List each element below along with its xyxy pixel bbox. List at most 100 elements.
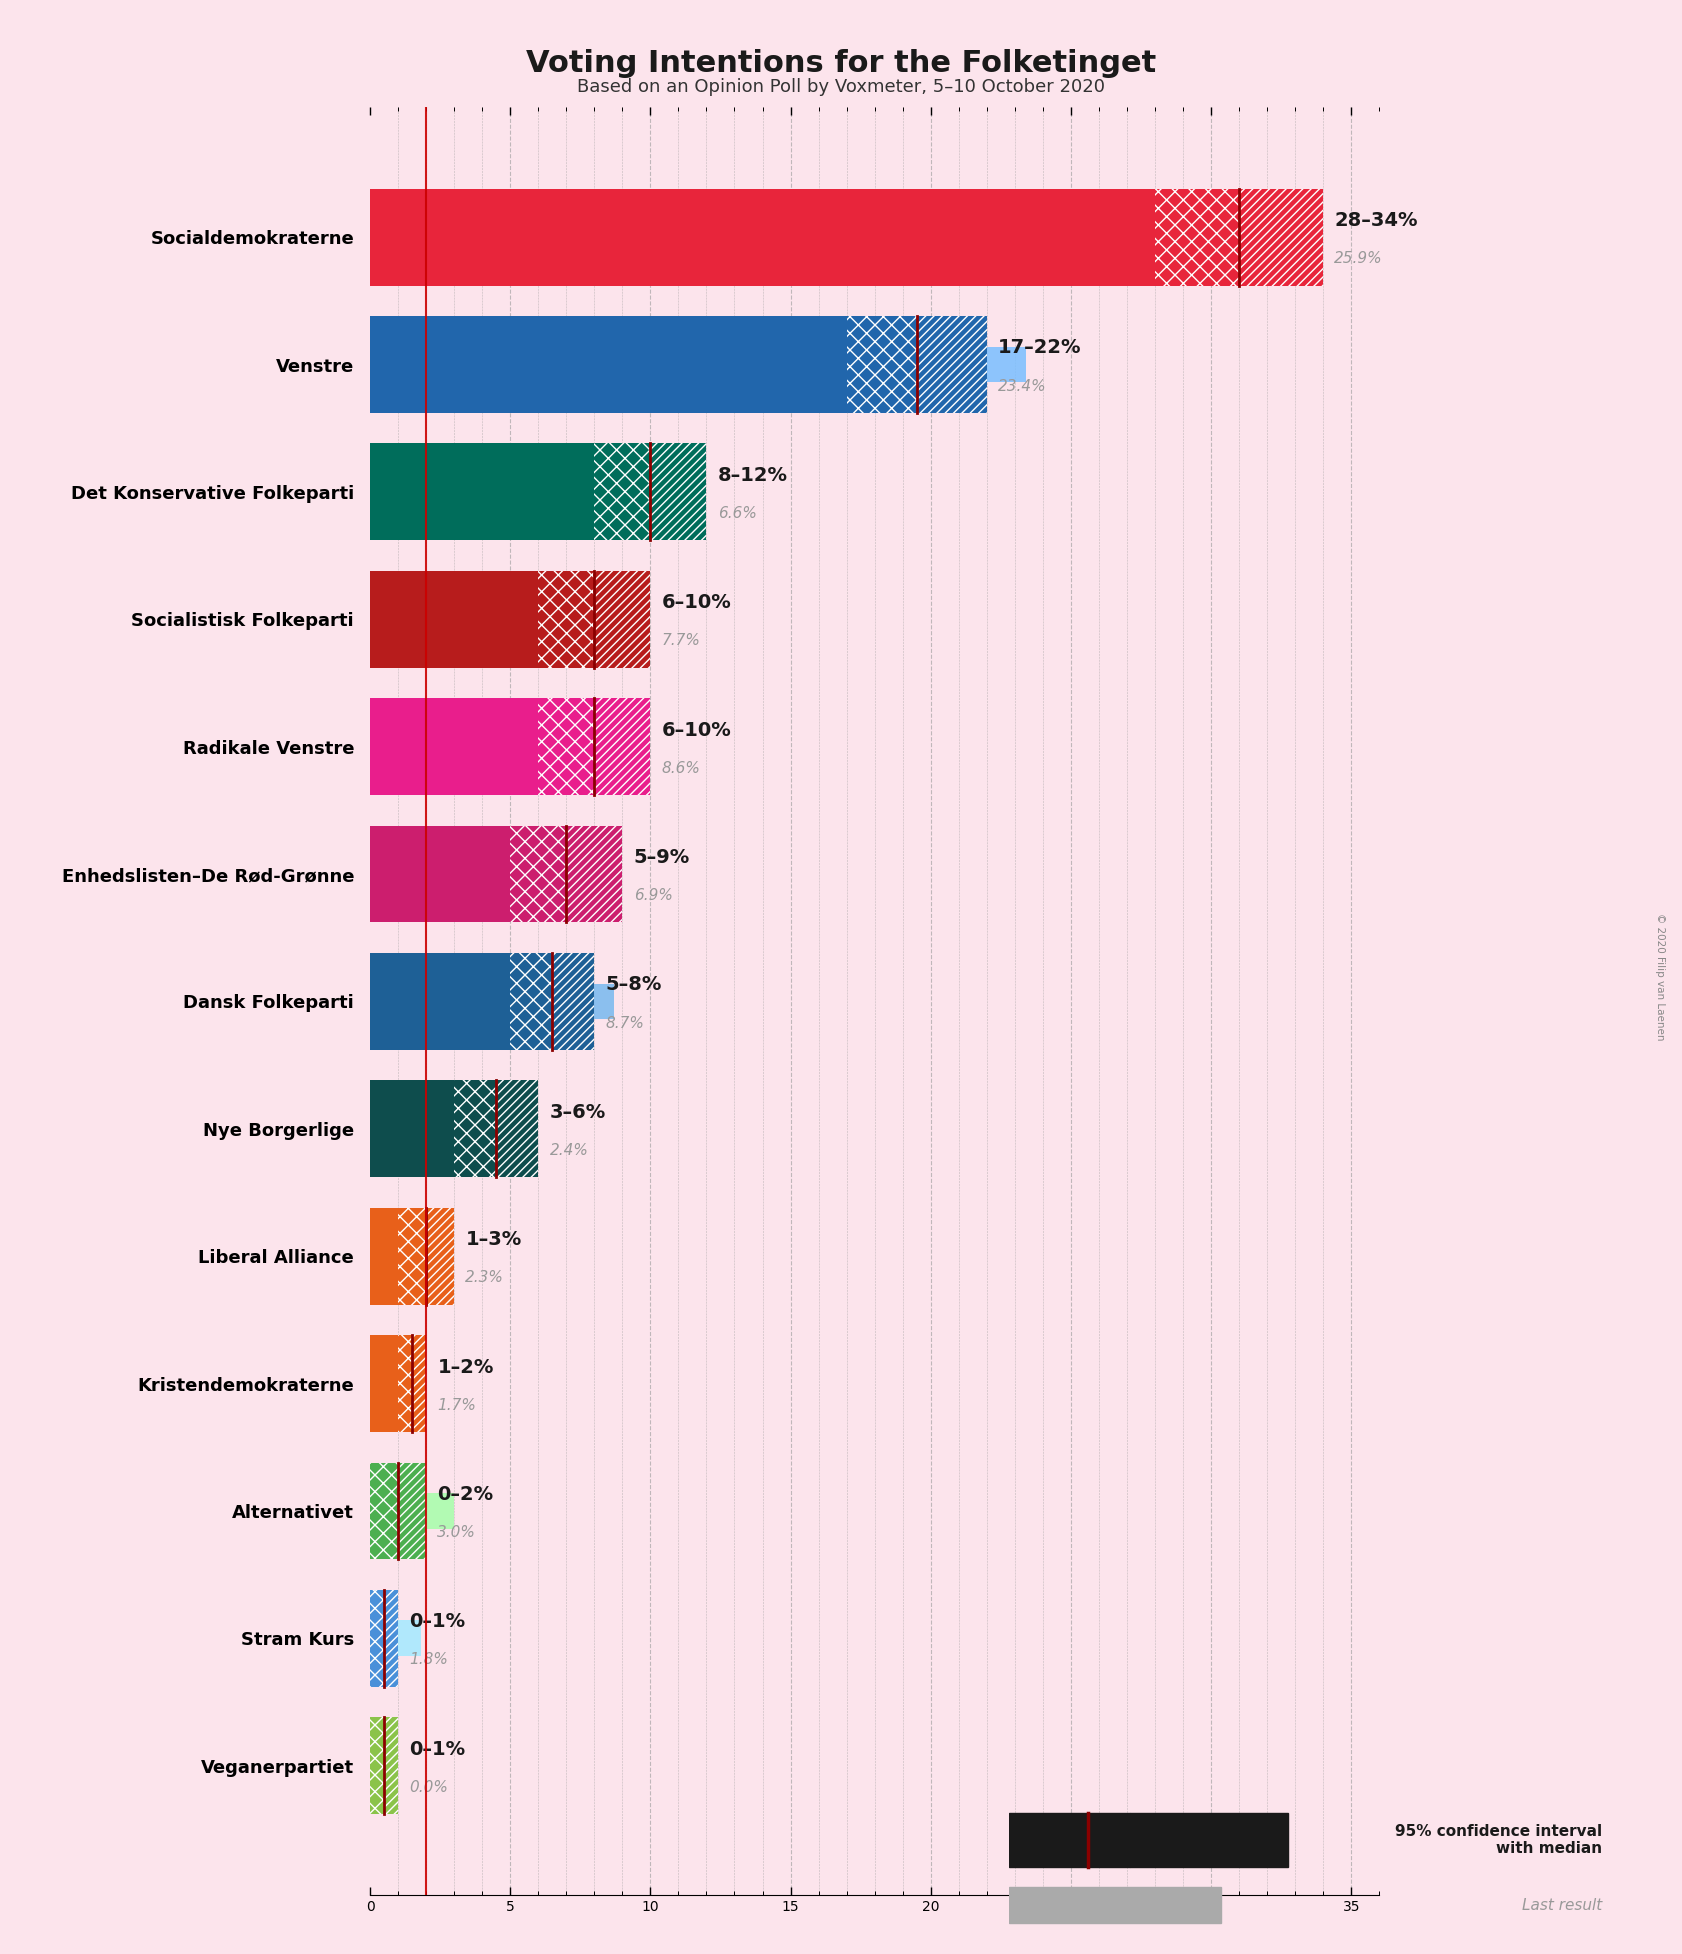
Bar <box>399 1335 412 1432</box>
Bar <box>426 1208 454 1305</box>
Bar <box>846 317 917 412</box>
Bar <box>538 571 594 668</box>
Text: 1–2%: 1–2% <box>437 1358 495 1376</box>
Bar <box>370 1081 454 1176</box>
Bar <box>538 698 594 795</box>
Text: 7.7%: 7.7% <box>661 633 700 649</box>
Bar <box>370 1462 399 1559</box>
Text: 6.6%: 6.6% <box>718 506 757 522</box>
Text: 8.7%: 8.7% <box>606 1016 644 1030</box>
Bar <box>1209 1813 1288 1868</box>
Text: 5–9%: 5–9% <box>634 848 690 868</box>
Bar <box>594 444 651 541</box>
Text: 8–12%: 8–12% <box>718 465 787 485</box>
Bar <box>370 571 538 668</box>
Bar <box>370 954 510 1049</box>
Bar <box>370 317 846 412</box>
Bar <box>370 190 1156 285</box>
Text: 1.7%: 1.7% <box>437 1397 476 1413</box>
Bar <box>538 571 594 668</box>
Bar <box>510 827 567 922</box>
Bar <box>370 856 563 891</box>
Text: 8.6%: 8.6% <box>661 760 700 776</box>
Text: 6.9%: 6.9% <box>634 889 673 903</box>
Bar <box>370 1591 383 1686</box>
Bar <box>567 827 622 922</box>
Text: 28–34%: 28–34% <box>1334 211 1418 231</box>
Text: 1–3%: 1–3% <box>466 1231 521 1249</box>
Bar <box>370 827 510 922</box>
Bar <box>370 602 585 637</box>
Bar <box>651 444 706 541</box>
Bar <box>370 1493 454 1528</box>
Bar <box>383 1591 399 1686</box>
Bar <box>1130 1813 1209 1868</box>
Text: 23.4%: 23.4% <box>997 379 1046 393</box>
Bar <box>846 317 917 412</box>
Text: 0.0%: 0.0% <box>409 1780 447 1796</box>
Bar <box>370 1462 399 1559</box>
Bar <box>383 1591 399 1686</box>
Text: 2.3%: 2.3% <box>466 1270 505 1286</box>
Bar <box>1130 1813 1209 1868</box>
Text: 6–10%: 6–10% <box>661 721 732 741</box>
Text: 0–1%: 0–1% <box>409 1739 466 1759</box>
Bar <box>552 954 594 1049</box>
Bar <box>454 1081 496 1176</box>
Bar <box>567 827 622 922</box>
Bar <box>594 571 651 668</box>
Bar <box>1156 190 1240 285</box>
Text: 6–10%: 6–10% <box>661 594 732 612</box>
Bar <box>917 317 987 412</box>
Bar <box>399 1335 412 1432</box>
Bar <box>496 1081 538 1176</box>
Text: 1.8%: 1.8% <box>409 1653 447 1667</box>
Bar <box>412 1335 426 1432</box>
Bar <box>454 1081 496 1176</box>
Bar <box>1009 1813 1130 1868</box>
Bar <box>383 1718 399 1813</box>
Text: 5–8%: 5–8% <box>606 975 663 995</box>
Bar <box>510 954 552 1049</box>
Text: 0–1%: 0–1% <box>409 1612 466 1632</box>
Text: 17–22%: 17–22% <box>997 338 1082 358</box>
Bar <box>370 1366 417 1401</box>
Bar <box>370 1718 383 1813</box>
Bar <box>917 317 987 412</box>
Bar <box>399 1208 426 1305</box>
Bar <box>370 1239 434 1274</box>
Text: 95% confidence interval
with median: 95% confidence interval with median <box>1396 1823 1603 1856</box>
Bar <box>370 1591 383 1686</box>
Bar <box>1209 1813 1288 1868</box>
Bar <box>510 827 567 922</box>
Bar <box>496 1081 538 1176</box>
Bar <box>594 698 651 795</box>
Bar <box>1240 190 1324 285</box>
Bar <box>594 698 651 795</box>
Bar <box>399 1208 426 1305</box>
Bar <box>370 1335 399 1432</box>
Text: © 2020 Filip van Laenen: © 2020 Filip van Laenen <box>1655 913 1665 1041</box>
Bar <box>383 1718 399 1813</box>
Bar <box>399 1462 426 1559</box>
Bar <box>370 444 594 541</box>
Bar <box>1156 190 1240 285</box>
Bar <box>594 571 651 668</box>
Bar <box>370 346 1026 383</box>
Bar <box>370 475 555 510</box>
Bar <box>651 444 706 541</box>
Text: Voting Intentions for the Folketinget: Voting Intentions for the Folketinget <box>526 49 1156 78</box>
Bar <box>412 1335 426 1432</box>
Bar <box>538 698 594 795</box>
Bar <box>426 1208 454 1305</box>
Bar <box>370 1718 383 1813</box>
Text: 2.4%: 2.4% <box>550 1143 589 1159</box>
Bar <box>370 1620 420 1657</box>
Text: 0–2%: 0–2% <box>437 1485 493 1505</box>
Text: 3–6%: 3–6% <box>550 1102 606 1122</box>
Bar <box>510 954 552 1049</box>
Bar <box>1009 1888 1221 1923</box>
Text: Last result: Last result <box>1522 1897 1603 1913</box>
Bar <box>552 954 594 1049</box>
Bar <box>594 444 651 541</box>
